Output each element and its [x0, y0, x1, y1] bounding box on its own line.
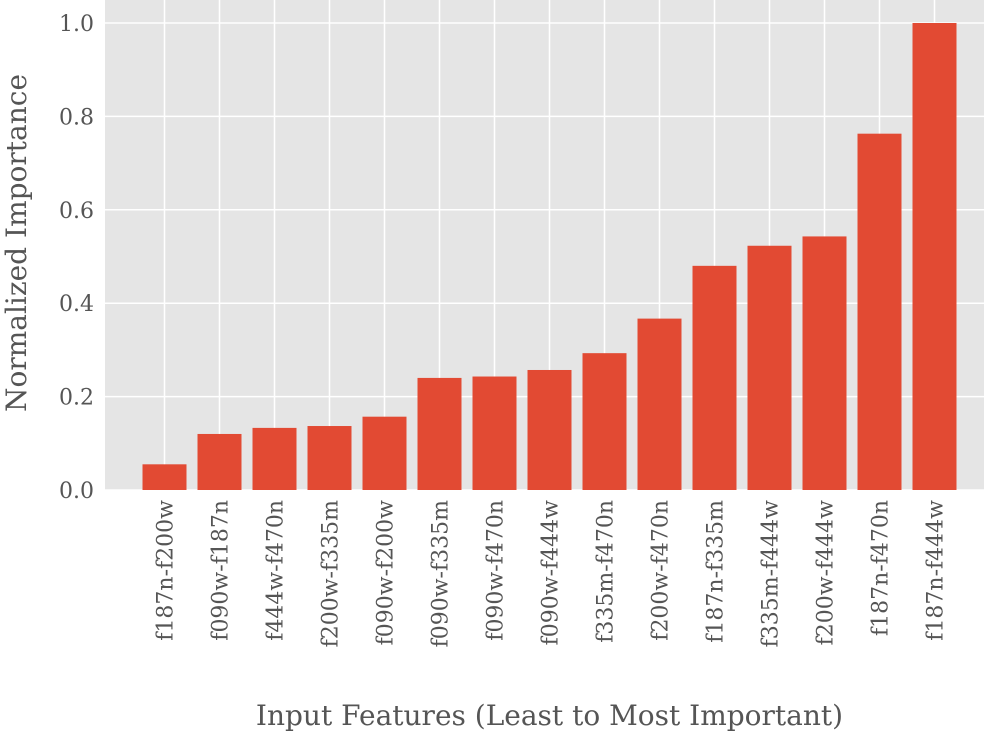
x-axis-title: Input Features (Least to Most Important) — [256, 699, 843, 732]
bar-f090w-f187n — [197, 433, 242, 490]
bar-f187n-f470n — [857, 133, 902, 490]
bar-f187n-f200w — [142, 464, 187, 490]
y-axis-title: Normalized Importance — [0, 74, 33, 412]
bar-f335m-f444w — [747, 245, 792, 490]
bar-f200w-f470n — [637, 318, 682, 490]
bar-f090w-f444w — [527, 369, 572, 490]
bar-f090w-f470n — [472, 376, 517, 490]
bar-f444w-f470n — [252, 427, 297, 490]
bar-f090w-f200w — [362, 416, 407, 490]
bar-f090w-f335m — [417, 377, 462, 490]
x-tick-label: f200w-f470n — [649, 500, 674, 641]
x-tick-label: f444w-f470n — [264, 500, 289, 641]
x-tick-label: f200w-f444w — [814, 500, 839, 646]
bar-f187n-f335m — [692, 265, 737, 490]
x-tick-label: f090w-f470n — [484, 500, 509, 641]
x-tick-label: f187n-f444w — [924, 500, 949, 641]
bar-f335m-f470n — [582, 353, 627, 490]
x-tick-label: f200w-f335m — [319, 500, 344, 648]
x-tick-label: f090w-f200w — [374, 500, 399, 646]
y-tick-label: 1.0 — [59, 12, 94, 37]
x-tick-label: f090w-f187n — [209, 500, 234, 641]
bar-f200w-f335m — [307, 426, 352, 490]
y-tick-labels: 0.0 0.2 0.4 0.6 0.8 1.0 — [59, 12, 94, 504]
bars — [142, 23, 957, 490]
bar-f187n-f444w — [912, 23, 957, 490]
x-tick-label: f090w-f444w — [539, 500, 564, 646]
x-tick-labels: f187n-f200w f090w-f187n f444w-f470n f200w-f… — [154, 500, 949, 648]
bar-f200w-f444w — [802, 236, 847, 490]
x-tick-label: f335m-f444w — [759, 500, 784, 648]
y-tick-label: 0.0 — [59, 479, 94, 504]
y-tick-label: 0.6 — [59, 199, 94, 224]
x-tick-label: f335m-f470n — [594, 500, 619, 643]
x-tick-label: f187n-f470n — [869, 500, 894, 636]
x-tick-label: f187n-f200w — [154, 500, 179, 641]
y-tick-label: 0.8 — [59, 105, 94, 130]
y-tick-label: 0.2 — [59, 386, 94, 411]
x-tick-label: f187n-f335m — [704, 500, 729, 643]
y-tick-label: 0.4 — [59, 292, 94, 317]
x-tick-label: f090w-f335m — [429, 500, 454, 648]
